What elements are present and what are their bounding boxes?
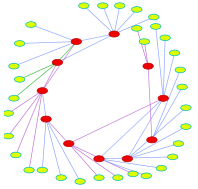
Ellipse shape xyxy=(160,35,170,41)
Ellipse shape xyxy=(173,141,184,146)
Ellipse shape xyxy=(64,141,74,147)
Ellipse shape xyxy=(3,111,13,116)
Ellipse shape xyxy=(169,50,180,56)
Ellipse shape xyxy=(115,3,125,9)
Ellipse shape xyxy=(3,133,13,139)
Ellipse shape xyxy=(52,59,63,65)
Ellipse shape xyxy=(150,24,161,29)
Ellipse shape xyxy=(79,3,89,9)
Ellipse shape xyxy=(181,105,191,111)
Ellipse shape xyxy=(132,7,142,12)
Ellipse shape xyxy=(132,26,142,31)
Ellipse shape xyxy=(24,167,34,173)
Ellipse shape xyxy=(143,63,153,69)
Ellipse shape xyxy=(56,175,66,180)
Ellipse shape xyxy=(128,171,138,177)
Ellipse shape xyxy=(139,39,149,44)
Ellipse shape xyxy=(113,175,123,180)
Ellipse shape xyxy=(14,77,25,82)
Ellipse shape xyxy=(14,41,25,46)
Ellipse shape xyxy=(141,173,151,179)
Ellipse shape xyxy=(94,175,104,180)
Ellipse shape xyxy=(71,39,82,45)
Ellipse shape xyxy=(109,31,119,37)
Ellipse shape xyxy=(9,63,19,69)
Ellipse shape xyxy=(98,3,108,9)
Ellipse shape xyxy=(147,137,157,143)
Ellipse shape xyxy=(37,88,48,94)
Ellipse shape xyxy=(75,179,85,184)
Ellipse shape xyxy=(94,156,104,162)
Ellipse shape xyxy=(26,22,36,27)
Ellipse shape xyxy=(181,124,191,129)
Ellipse shape xyxy=(168,154,178,160)
Ellipse shape xyxy=(156,165,167,171)
Ellipse shape xyxy=(158,95,168,101)
Ellipse shape xyxy=(11,152,21,158)
Ellipse shape xyxy=(122,156,132,162)
Ellipse shape xyxy=(37,167,48,173)
Ellipse shape xyxy=(175,67,186,73)
Ellipse shape xyxy=(9,95,19,101)
Ellipse shape xyxy=(149,14,159,20)
Ellipse shape xyxy=(177,84,187,90)
Ellipse shape xyxy=(41,116,51,122)
